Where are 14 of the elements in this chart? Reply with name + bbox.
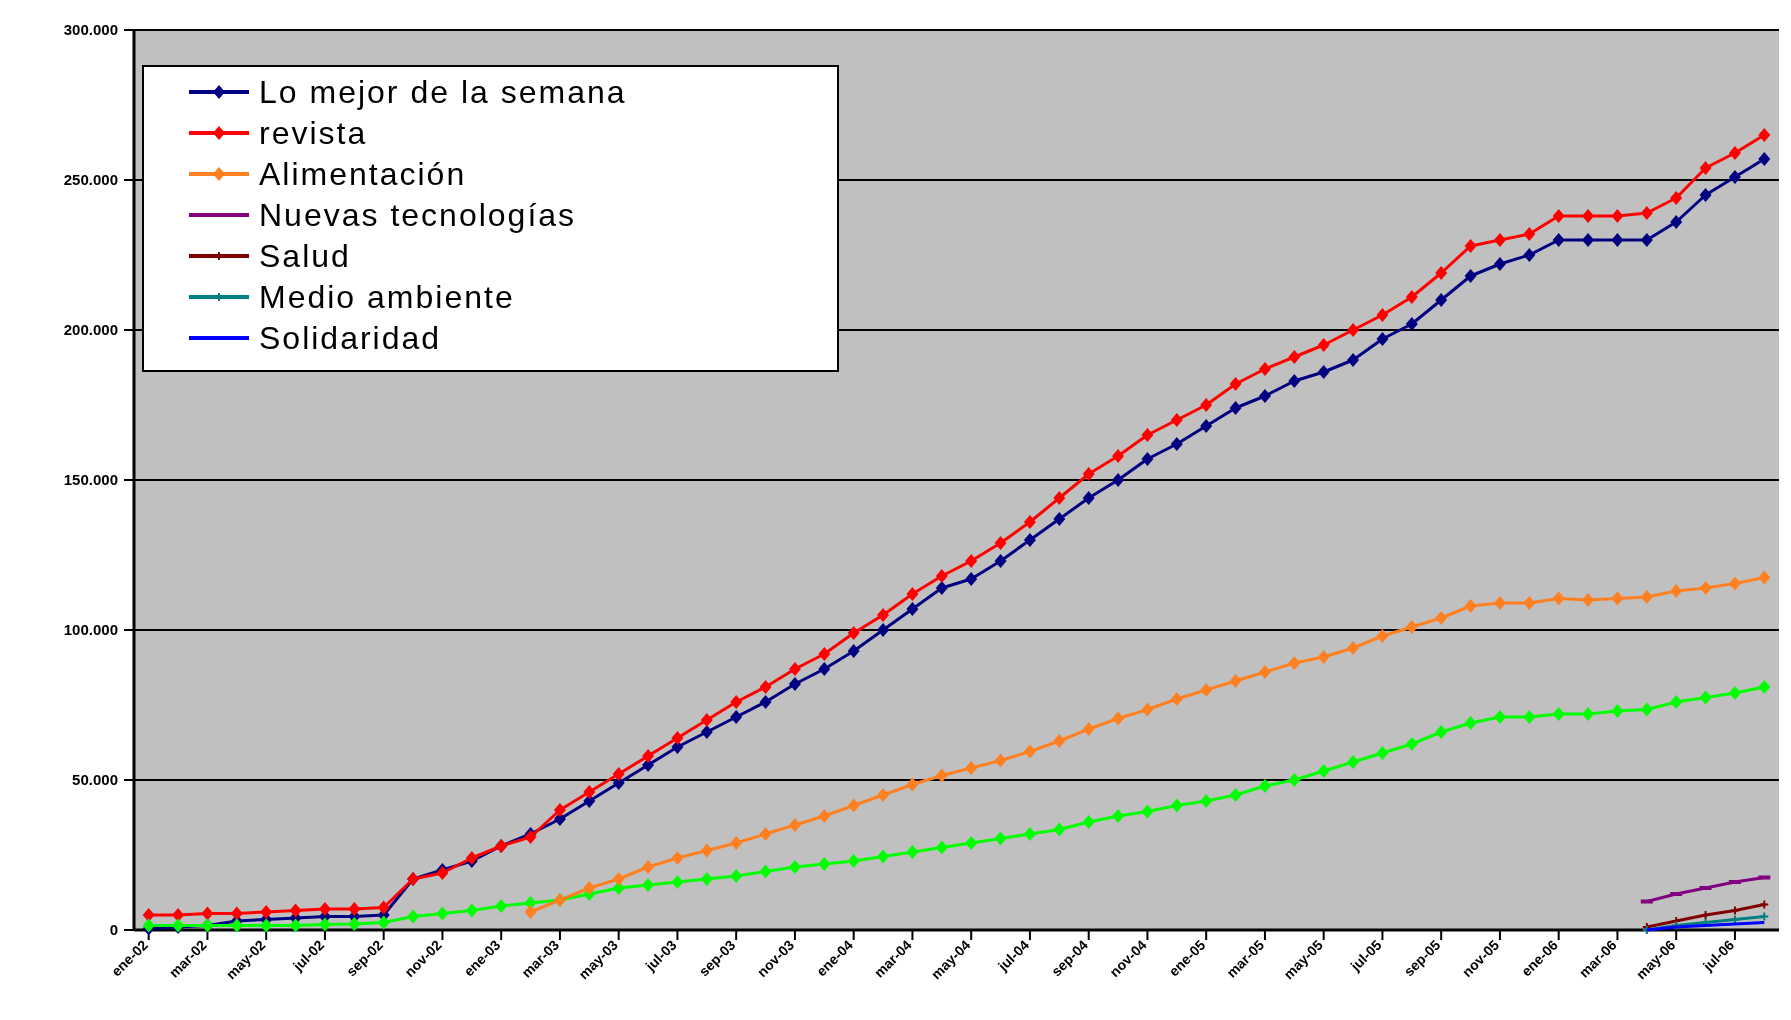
y-tick-label: 100.000 xyxy=(63,621,118,639)
legend-label: Alimentación xyxy=(259,156,467,193)
legend-label: Medio ambiente xyxy=(259,279,515,316)
legend-label: Solidaridad xyxy=(259,320,442,357)
legend-label: Nuevas tecnologías xyxy=(259,197,577,234)
legend-label: Salud xyxy=(259,238,351,275)
y-tick-label: 150.000 xyxy=(63,471,118,489)
y-tick-label: 50.000 xyxy=(72,771,118,789)
legend-label: Lo mejor de la semana xyxy=(259,74,627,111)
y-tick-label: 0 xyxy=(109,921,118,939)
y-tick-label: 300.000 xyxy=(63,21,118,39)
legend-label: revista xyxy=(259,115,368,152)
y-tick-label: 200.000 xyxy=(63,321,118,339)
y-tick-label: 250.000 xyxy=(63,171,118,189)
